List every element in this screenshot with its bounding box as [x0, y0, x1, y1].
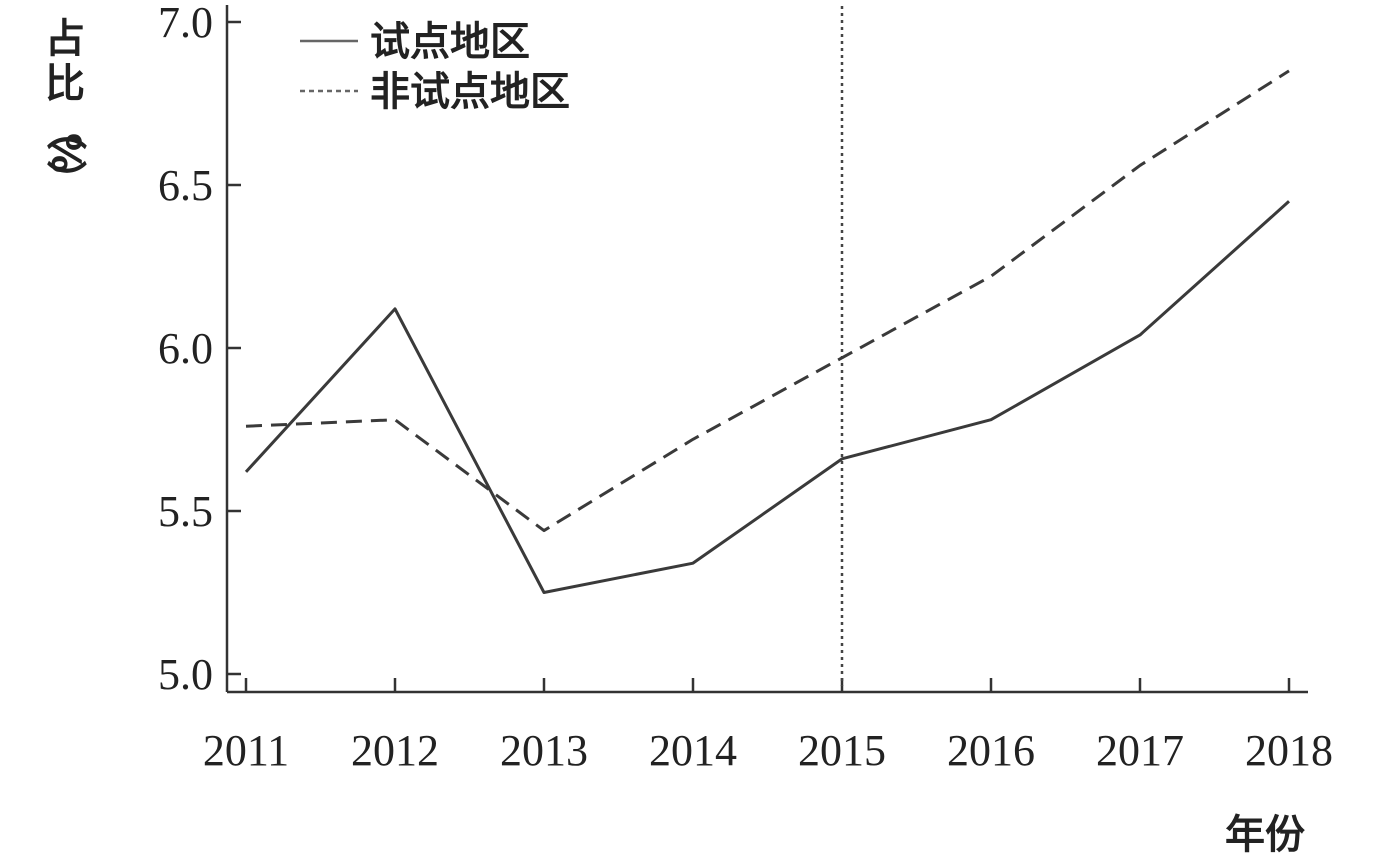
- x-tick-label: 2016: [947, 726, 1035, 775]
- x-tick-label: 2015: [798, 726, 886, 775]
- series-line-1: [244, 200, 1291, 594]
- x-tick-label: 2013: [500, 726, 588, 775]
- x-tick-label: 2012: [351, 726, 439, 775]
- x-tick-label: 2018: [1245, 726, 1333, 775]
- y-tick-label: 5.0: [158, 650, 213, 699]
- series-line-2: [245, 69, 1290, 533]
- y-axis-title-char: %: [42, 133, 88, 173]
- y-tick-label: 7.0: [158, 0, 213, 47]
- y-axis-ticks: 5.0 5.5 6.0 6.5 7.0: [158, 0, 241, 699]
- x-axis-title: 年份: [1225, 812, 1305, 857]
- legend-label-1: 试点地区: [370, 19, 530, 65]
- y-axis-title-char: ）: [42, 160, 88, 200]
- y-tick-label: 6.0: [158, 324, 213, 373]
- series-group: [244, 69, 1291, 594]
- x-axis-ticks: 2011 2012 2013 2014 2015 2016 2017 2018: [203, 678, 1333, 775]
- x-tick-label: 2017: [1096, 726, 1184, 775]
- legend-label-2: 非试点地区: [370, 69, 570, 115]
- x-tick-label: 2011: [203, 726, 289, 775]
- y-tick-label: 6.5: [158, 161, 213, 210]
- y-axis-title-char: 占: [45, 16, 85, 62]
- y-axis-title: 占比（%）: [42, 16, 88, 200]
- x-tick-label: 2014: [649, 726, 737, 775]
- y-axis-title-char: 比: [45, 61, 85, 107]
- y-axis-title-char: （: [42, 110, 88, 150]
- y-tick-label: 5.5: [158, 487, 213, 536]
